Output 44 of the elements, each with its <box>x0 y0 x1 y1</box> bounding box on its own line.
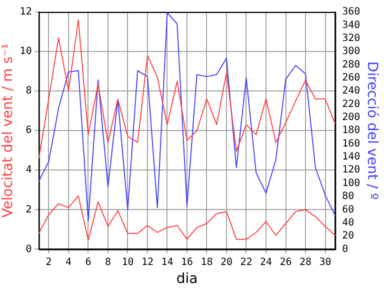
y-tick-label: 8 <box>26 86 32 97</box>
y2-axis-title: Direcció del vent / º <box>364 61 380 200</box>
x-tick-label: 14 <box>161 256 174 268</box>
y2-tick-label: 140 <box>342 152 360 163</box>
y-tick-label: 2 <box>26 204 32 216</box>
x-tick-label: 16 <box>180 256 194 268</box>
x-tick-label: 18 <box>200 256 213 268</box>
y2-tick-label: 160 <box>342 138 360 150</box>
y2-tick-label: 240 <box>342 86 360 97</box>
y2-tick-label: 0 <box>342 244 348 255</box>
y2-tick-label: 320 <box>342 32 360 44</box>
x-tick-label: 12 <box>141 256 154 268</box>
y2-tick-label: 60 <box>342 204 354 216</box>
y2-tick-label: 220 <box>342 98 360 110</box>
y2-tick-label: 260 <box>342 72 360 84</box>
y-tick-label: 0 <box>26 244 32 255</box>
x-tick-label: 10 <box>122 256 134 268</box>
x-tick-label: 28 <box>299 256 312 268</box>
y2-tick-label: 80 <box>342 191 354 202</box>
y2-tick-label: 340 <box>342 20 360 31</box>
x-tick-label: 8 <box>104 256 111 268</box>
x-tick-label: 2 <box>46 256 52 268</box>
x-axis-title: dia <box>176 271 198 288</box>
y2-tick-label: 280 <box>342 59 360 70</box>
y-axis-title: Velocitat del vent / m s⁻¹ <box>0 43 16 218</box>
y2-tick-label: 300 <box>342 46 360 58</box>
y-tick-label: 12 <box>20 6 32 18</box>
x-tick-label: 22 <box>240 256 252 268</box>
y-tick-label: 4 <box>26 164 32 176</box>
y2-tick-label: 120 <box>342 164 360 176</box>
x-tick-label: 4 <box>65 256 72 268</box>
y2-tick-label: 360 <box>342 6 360 18</box>
x-tick-label: 26 <box>280 256 292 268</box>
x-tick-label: 24 <box>260 256 272 268</box>
x-tick-label: 6 <box>85 256 92 268</box>
y2-tick-label: 180 <box>342 125 360 136</box>
y2-tick-label: 40 <box>342 217 354 228</box>
x-tick-label: 20 <box>220 256 233 268</box>
x-tick-label: 30 <box>319 256 332 268</box>
y-tick-label: 6 <box>26 125 32 136</box>
y2-tick-label: 100 <box>342 178 360 189</box>
y2-tick-label: 200 <box>342 112 360 124</box>
y2-tick-label: 20 <box>342 230 354 242</box>
y-tick-label: 10 <box>20 46 32 58</box>
